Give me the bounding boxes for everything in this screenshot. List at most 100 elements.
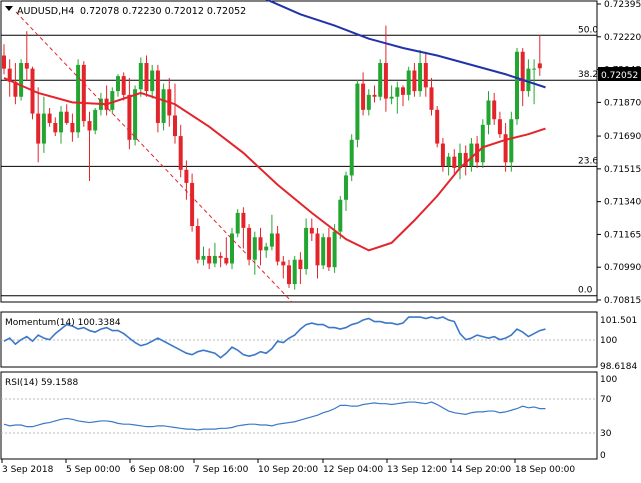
candle: [492, 92, 497, 125]
time-tick-label: 13 Sep 12:00: [387, 465, 447, 475]
candle-body: [127, 94, 132, 140]
candle-body: [304, 227, 309, 270]
candle-body: [440, 143, 445, 167]
candle: [230, 227, 234, 270]
candle: [515, 48, 519, 125]
candle: [36, 87, 41, 163]
candle: [309, 218, 314, 241]
symbol-dropdown-icon[interactable]: [5, 6, 13, 11]
price-tick-label: 0.71165: [604, 230, 641, 240]
candle: [178, 124, 183, 178]
candle: [435, 106, 440, 148]
candle: [366, 89, 371, 116]
candle-body: [19, 63, 24, 97]
candle-body: [275, 233, 280, 262]
candle: [440, 137, 445, 172]
candle-body: [292, 259, 297, 285]
candle-body: [497, 119, 502, 135]
candle: [332, 224, 337, 273]
moving-averages: [3, 0, 546, 252]
candle: [349, 134, 354, 182]
candle: [537, 34, 542, 76]
candle: [138, 57, 143, 97]
candle-body: [93, 109, 98, 131]
candle-body: [469, 143, 474, 167]
momentum-pane: Momentum(14) 100.3384 101.501 100 98.618…: [0, 311, 637, 372]
time-tick-label: 3 Sep 2018: [2, 465, 54, 475]
candle-body: [480, 124, 485, 163]
candle-body: [2, 55, 6, 69]
fib-level-label: 23.6: [578, 156, 598, 166]
candle: [292, 255, 297, 290]
time-tick-label: 6 Sep 08:00: [130, 465, 185, 475]
candle: [526, 59, 531, 97]
candle-body: [235, 212, 240, 234]
candlesticks: [2, 25, 542, 290]
candle-body: [87, 121, 92, 131]
candle: [110, 87, 115, 114]
candle-body: [241, 212, 246, 228]
candle: [503, 122, 508, 172]
candle: [326, 227, 331, 271]
fib-level-label: 0.0: [578, 286, 593, 296]
candle: [355, 79, 360, 148]
rsi-tick-30: 30: [600, 429, 612, 439]
candle: [344, 171, 348, 212]
rsi-pane-frame: [0, 371, 598, 460]
price-tick-label: 0.71515: [604, 165, 641, 175]
candle: [383, 25, 388, 112]
candle: [275, 226, 280, 266]
candle: [287, 259, 291, 288]
candle: [389, 85, 394, 105]
candle-body: [361, 83, 366, 110]
candle: [446, 152, 451, 176]
candle-body: [173, 115, 177, 137]
price-tick-label: 0.72220: [604, 33, 641, 43]
price-tick-label: 0.71340: [604, 198, 641, 208]
candle-body: [486, 100, 491, 125]
candle-body: [195, 226, 200, 260]
candle: [195, 218, 200, 264]
candle: [509, 111, 514, 172]
candle-body: [13, 81, 18, 97]
candle-body: [281, 261, 286, 266]
momentum-tick-high: 101.501: [600, 316, 637, 326]
candle-body: [446, 156, 451, 167]
candle: [64, 104, 69, 125]
candle-body: [53, 122, 58, 133]
candle-body: [537, 63, 542, 69]
candle-body: [344, 175, 348, 200]
candle-body: [212, 255, 217, 264]
ohlc-readout: 0.72078 0.72230 0.72012 0.72052: [80, 6, 246, 17]
candle: [173, 83, 177, 144]
candle: [338, 196, 343, 240]
candle: [258, 227, 263, 266]
candle-body: [230, 233, 234, 264]
price-tick-label: 0.72395: [604, 0, 641, 10]
candle-body: [70, 122, 75, 133]
candle-body: [258, 237, 263, 251]
candle-body: [47, 113, 52, 123]
candle-body: [150, 70, 155, 92]
candle: [93, 107, 98, 135]
candle-body: [315, 233, 320, 266]
candle: [281, 255, 286, 279]
candle: [47, 107, 52, 127]
candle: [304, 218, 309, 275]
candle-body: [133, 89, 138, 140]
candle: [30, 66, 35, 120]
candle-body: [406, 70, 411, 95]
candle: [469, 137, 474, 172]
candle-body: [520, 51, 525, 92]
candle-body: [218, 255, 223, 258]
candle-body: [144, 63, 149, 92]
candle-body: [190, 182, 195, 226]
candle: [144, 55, 149, 97]
candle: [19, 59, 24, 101]
fib-level-label: 50.0: [578, 25, 598, 35]
momentum-title: Momentum(14) 100.3384: [5, 318, 121, 328]
rsi-line: [3, 401, 546, 431]
candle: [121, 72, 126, 101]
price-tick-label: 0.71690: [604, 132, 641, 142]
